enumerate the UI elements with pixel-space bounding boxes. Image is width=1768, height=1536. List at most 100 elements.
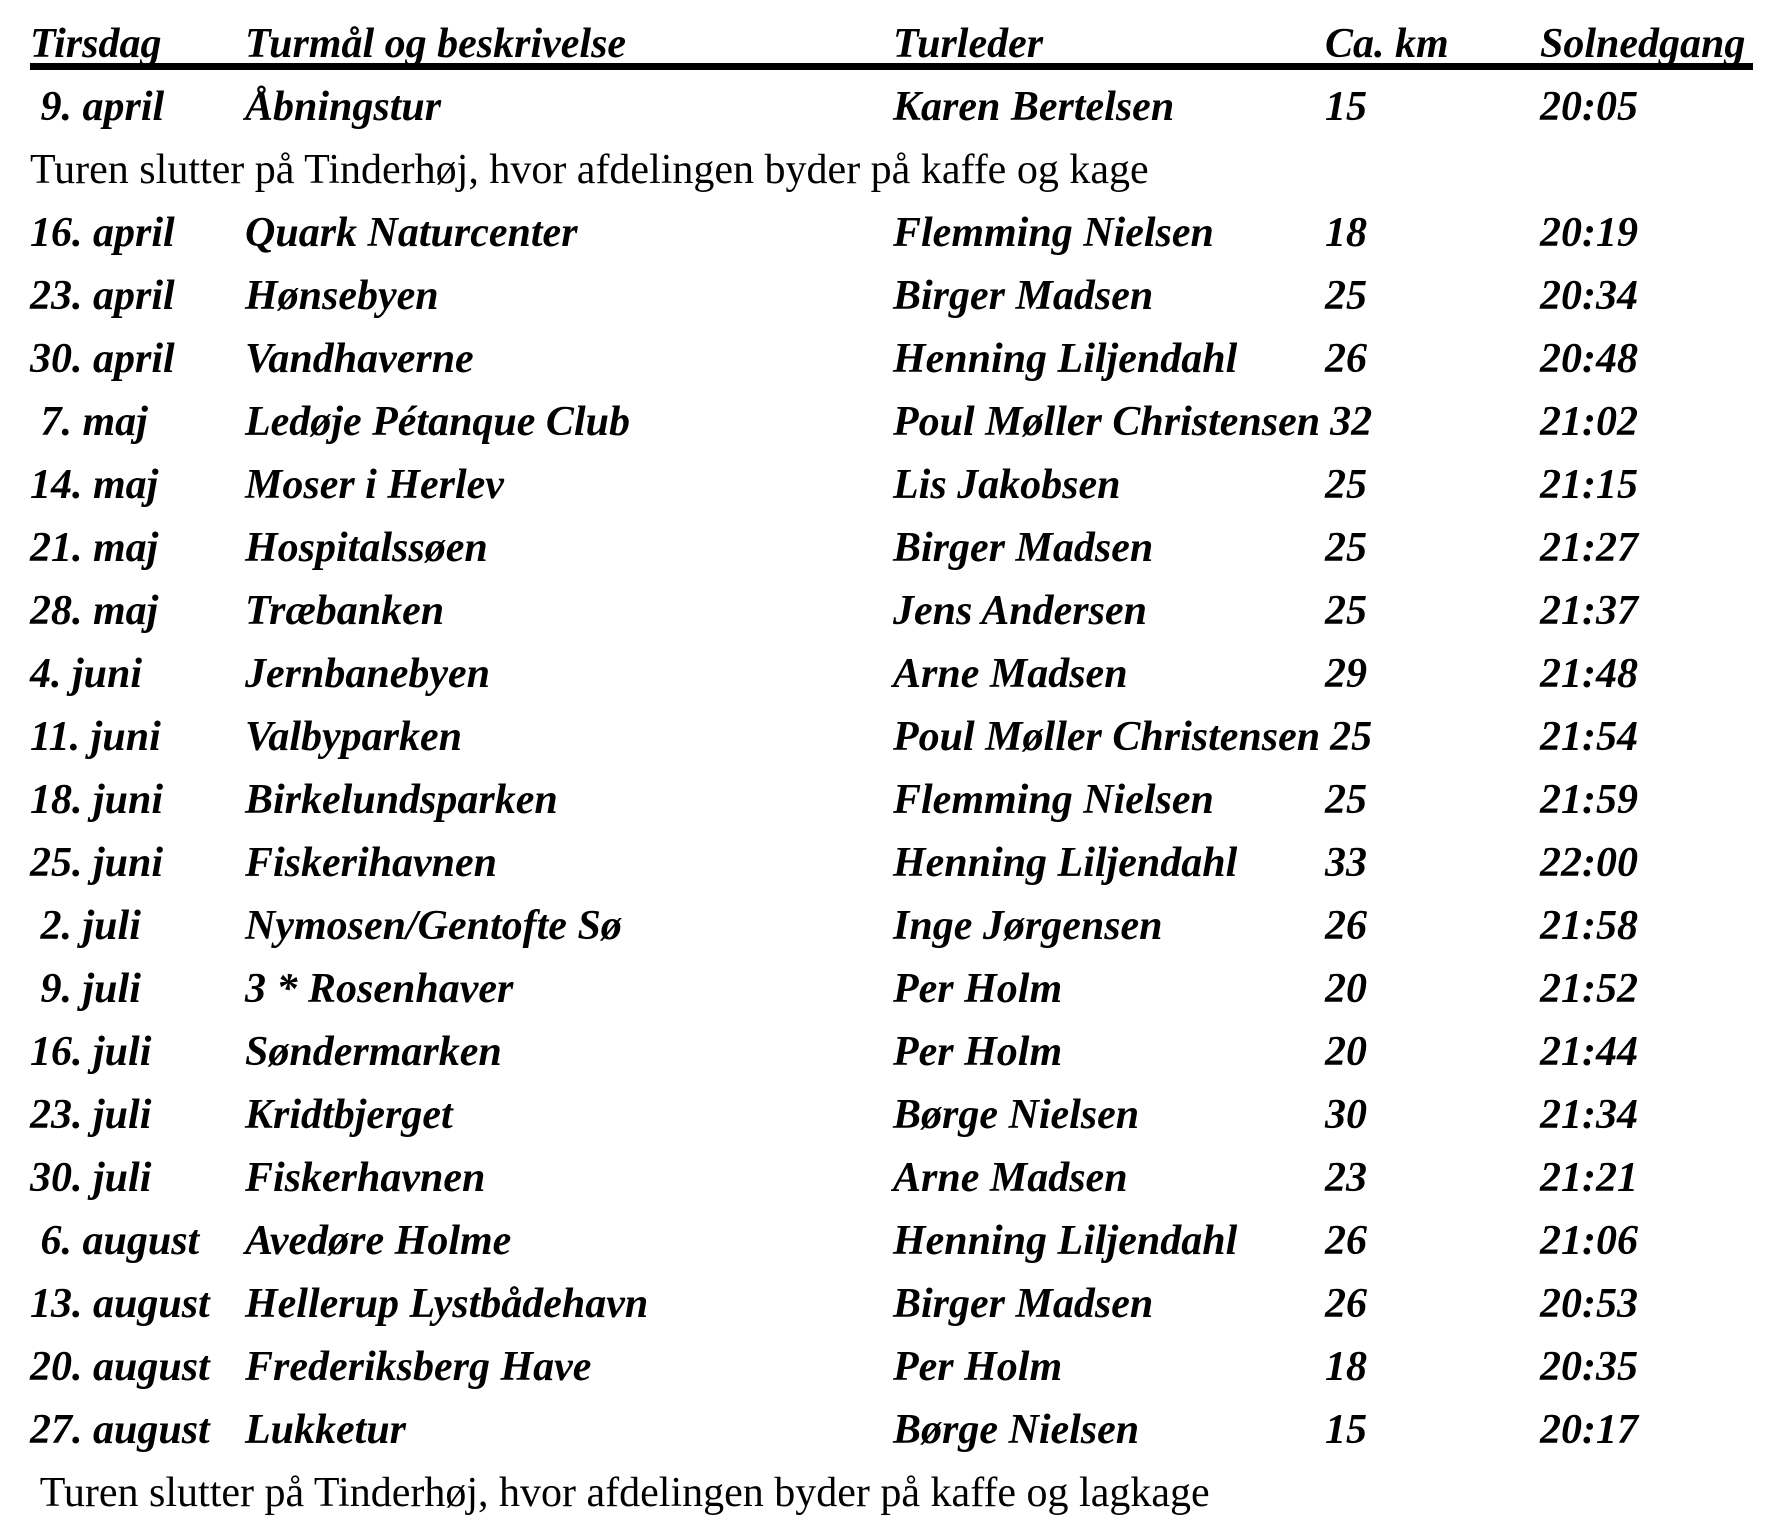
tour-row: 9. april Åbningstur Karen Bertelsen 15 20… — [0, 76, 1768, 139]
tour-km-cell: 26 — [1325, 336, 1367, 382]
tour-leader-km-group: Henning Liljendahl 26 — [893, 328, 1367, 391]
tour-leader-cell: Arne Madsen — [893, 651, 1128, 697]
tour-destination-cell: 3 * Rosenhaver — [245, 966, 514, 1012]
tour-leader-km-group: Lis Jakobsen 25 — [893, 454, 1367, 517]
tour-date-cell: 28. maj — [30, 588, 159, 634]
tour-sunset-cell: 21:52 — [1540, 966, 1638, 1012]
tour-date-cell: 11. juni — [30, 714, 161, 760]
tour-leader-km-group: Per Holm 20 — [893, 1021, 1367, 1084]
tour-destination-cell: Hospitalssøen — [245, 525, 488, 571]
tour-sunset-cell: 21:54 — [1540, 714, 1638, 760]
tour-date-cell: 2. juli — [30, 903, 141, 949]
tour-km-cell: 20 — [1325, 966, 1367, 1012]
tour-row: 7. maj Ledøje Pétanque Club Poul Møller … — [0, 391, 1768, 454]
tour-row: 6. august Avedøre Holme Henning Liljenda… — [0, 1210, 1768, 1273]
tour-row: 30. juli Fiskerhavnen Arne Madsen 23 21:2… — [0, 1147, 1768, 1210]
tour-leader-km-group: Per Holm 18 — [893, 1336, 1367, 1399]
tour-leader-km-group: Arne Madsen 29 — [893, 643, 1367, 706]
tour-leader-cell: Flemming Nielsen — [893, 210, 1214, 256]
tour-km-cell: 25 — [1325, 462, 1367, 508]
tour-sunset-cell: 20:05 — [1540, 84, 1638, 130]
tour-leader-cell: Poul Møller Christensen — [893, 399, 1321, 445]
col-header-km: Ca. km — [1325, 21, 1449, 67]
header-leader-km-group: Turleder Ca. km — [893, 13, 1449, 76]
tour-leader-km-group: Arne Madsen 23 — [893, 1147, 1367, 1210]
tour-sunset-cell: 21:21 — [1540, 1155, 1638, 1201]
tour-date-cell: 16. april — [30, 210, 175, 256]
tour-row: 21. maj Hospitalssøen Birger Madsen 25 21… — [0, 517, 1768, 580]
tour-leader-cell: Birger Madsen — [893, 525, 1154, 571]
tour-date-cell: 18. juni — [30, 777, 164, 823]
tour-date-cell: 30. juli — [30, 1155, 152, 1201]
tour-leader-cell: Jens Andersen — [893, 588, 1147, 634]
tour-destination-cell: Hellerup Lystbådehavn — [245, 1281, 649, 1327]
tour-km-cell: 32 — [1330, 399, 1373, 445]
tour-km-cell: 25 — [1325, 777, 1367, 823]
tour-row: 2. juli Nymosen/Gentofte Sø Inge Jørgens… — [0, 895, 1768, 958]
tour-leader-km-group: Jens Andersen 25 — [893, 580, 1367, 643]
tour-destination-cell: Åbningstur — [245, 84, 442, 130]
col-header-weekday: Tirsdag — [30, 21, 162, 67]
tour-leader-km-group: Børge Nielsen 30 — [893, 1084, 1367, 1147]
tour-destination-cell: Birkelundsparken — [245, 777, 558, 823]
note-row-closing: Turen slutter på Tinderhøj, hvor afdelin… — [30, 1470, 1210, 1516]
tour-date-cell: 13. august — [30, 1281, 210, 1327]
tour-leader-cell: Børge Nielsen — [893, 1407, 1140, 1453]
tour-sunset-cell: 20:53 — [1540, 1281, 1638, 1327]
tour-leader-km-group: Karen Bertelsen 15 — [893, 76, 1367, 139]
tour-sunset-cell: 20:35 — [1540, 1344, 1638, 1390]
tour-sunset-cell: 21:48 — [1540, 651, 1638, 697]
tour-sunset-cell: 20:34 — [1540, 273, 1638, 319]
tour-date-cell: 4. juni — [30, 651, 143, 697]
tour-km-cell: 26 — [1325, 1281, 1367, 1327]
header-underline — [30, 63, 1753, 70]
tour-row: 11. juni Valbyparken Poul Møller Christe… — [0, 706, 1768, 769]
tour-row: 30. april Vandhaverne Henning Liljendahl… — [0, 328, 1768, 391]
tour-date-cell: 7. maj — [30, 399, 148, 445]
tour-leader-km-group: Flemming Nielsen 18 — [893, 202, 1367, 265]
tour-row: 20. august Frederiksberg Have Per Holm 18… — [0, 1336, 1768, 1399]
tour-destination-cell: Lukketur — [245, 1407, 407, 1453]
tour-leader-km-group: Inge Jørgensen 26 — [893, 895, 1367, 958]
col-header-leader: Turleder — [893, 21, 1044, 67]
tour-sunset-cell: 21:37 — [1540, 588, 1638, 634]
tour-km-cell: 18 — [1325, 1344, 1367, 1390]
tour-destination-cell: Frederiksberg Have — [245, 1344, 592, 1390]
tour-km-cell: 30 — [1325, 1092, 1367, 1138]
tour-sunset-cell: 20:17 — [1540, 1407, 1638, 1453]
tour-leader-cell: Henning Liljendahl — [893, 1218, 1238, 1264]
tour-row: 27. august Lukketur Børge Nielsen 15 20:1… — [0, 1399, 1768, 1462]
tour-destination-cell: Jernbanebyen — [245, 651, 490, 697]
tour-km-cell: 25 — [1325, 273, 1367, 319]
tour-destination-cell: Søndermarken — [245, 1029, 502, 1075]
tour-leader-km-group: Henning Liljendahl 26 — [893, 1210, 1367, 1273]
tour-date-cell: 16. juli — [30, 1029, 152, 1075]
tour-km-cell: 25 — [1325, 588, 1367, 634]
tour-km-cell: 26 — [1325, 903, 1367, 949]
tour-date-cell: 9. juli — [30, 966, 141, 1012]
tour-leader-cell: Poul Møller Christensen — [893, 714, 1321, 760]
tour-date-cell: 23. juli — [30, 1092, 152, 1138]
tour-sunset-cell: 21:06 — [1540, 1218, 1638, 1264]
tour-leader-cell: Karen Bertelsen — [893, 84, 1175, 130]
tour-sunset-cell: 21:44 — [1540, 1029, 1638, 1075]
tour-sunset-cell: 21:34 — [1540, 1092, 1638, 1138]
tour-destination-cell: Kridtbjerget — [245, 1092, 453, 1138]
tour-row: 25. juni Fiskerihavnen Henning Liljendah… — [0, 832, 1768, 895]
tour-row: 23. juli Kridtbjerget Børge Nielsen 30 21… — [0, 1084, 1768, 1147]
tour-destination-cell: Moser i Herlev — [245, 462, 504, 508]
tour-leader-cell: Børge Nielsen — [893, 1092, 1140, 1138]
tour-leader-cell: Inge Jørgensen — [893, 903, 1163, 949]
note-row-opening: Turen slutter på Tinderhøj, hvor afdelin… — [30, 147, 1149, 193]
tour-sunset-cell: 21:59 — [1540, 777, 1638, 823]
tour-leader-km-group: Birger Madsen 26 — [893, 1273, 1367, 1336]
tour-row: 13. august Hellerup Lystbådehavn Birger … — [0, 1273, 1768, 1336]
tour-date-cell: 27. august — [30, 1407, 210, 1453]
tour-destination-cell: Quark Naturcenter — [245, 210, 578, 256]
tour-leader-cell: Lis Jakobsen — [893, 462, 1121, 508]
tour-date-cell: 30. april — [30, 336, 175, 382]
tour-row: 4. juni Jernbanebyen Arne Madsen 29 21:48 — [0, 643, 1768, 706]
tour-row: 28. maj Træbanken Jens Andersen 25 21:37 — [0, 580, 1768, 643]
tour-destination-cell: Nymosen/Gentofte Sø — [245, 903, 622, 949]
tour-km-cell: 25 — [1325, 525, 1367, 571]
